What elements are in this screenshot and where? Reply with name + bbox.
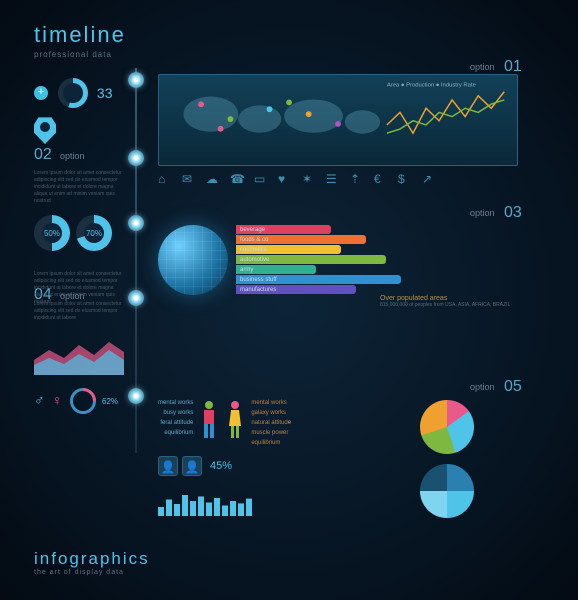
overpopulated-label: Over populated areas 815,000,000 of peop… (380, 295, 510, 308)
person-labels-right: mental worksgalaxy worksnatural attitude… (251, 400, 291, 446)
pin-icon (34, 116, 56, 144)
overpop-sub: 815,000,000 of peoples from USA, ASIA, A… (380, 302, 510, 308)
title: timeline (34, 22, 126, 48)
gauge-icon (58, 78, 88, 108)
ui-icon[interactable]: $ (398, 172, 412, 186)
ui-icon[interactable]: ↗ (422, 172, 436, 186)
footer-subtitle: the art of display data (34, 569, 150, 576)
footer: infographics the art of display data (34, 549, 150, 576)
pie-chart-2 (420, 464, 474, 518)
svg-text:Area ● Production ● Industry R: Area ● Production ● Industry Rate (387, 83, 476, 89)
hbar-chart: beveragefoods & cocosmeticsautomotivearm… (236, 225, 401, 295)
gauge-value: 33 (97, 85, 113, 101)
timeline-node (128, 150, 144, 166)
world-panel: Area ● Production ● Industry Rate (158, 74, 518, 166)
ui-icon[interactable]: ▭ (254, 172, 268, 186)
lorem-text-4: Lorem ipsum dolor sit amet consectetur a… (34, 301, 124, 322)
hbar: foods & co (236, 235, 366, 244)
donut-chart (34, 215, 70, 251)
lorem-text: Lorem ipsum dolor sit amet consectetur a… (34, 170, 124, 205)
ui-icon[interactable]: € (374, 172, 388, 186)
gender-stats: ♂ ♀ 62% (34, 388, 124, 414)
option-label-5: option (470, 382, 495, 392)
timeline-node (128, 388, 144, 404)
subtitle: professional data (34, 50, 126, 59)
world-line-chart: Area ● Production ● Industry Rate (159, 75, 517, 165)
overpop-title: Over populated areas (380, 295, 510, 302)
donut-row (34, 215, 124, 251)
header: timeline professional data (34, 22, 126, 59)
pie-chart-1 (420, 400, 474, 454)
ui-icon[interactable]: ☎ (230, 172, 244, 186)
section-1: + 33 (34, 78, 124, 144)
mini-bar-chart (158, 486, 258, 516)
option-num-5: 05 (504, 378, 522, 396)
people-compare: mental worksbusy worksferal attitudeequi… (158, 400, 538, 446)
person-female-icon (225, 400, 245, 440)
section-4: Lorem ipsum dolor sit amet consectetur a… (34, 285, 124, 414)
hbar: business stuff (236, 275, 401, 284)
hbar: automotive (236, 255, 386, 264)
female-pct: 62% (102, 397, 118, 406)
female-icon: ♀ (52, 392, 64, 410)
timeline-node (128, 290, 144, 306)
icon-row: ⌂ ✉ ☁ ☎ ▭ ♥ ✶ ☰ ⇡ € $ ↗ (158, 172, 436, 186)
male-icon: ♂ (34, 392, 46, 410)
person-male-icon (199, 400, 219, 440)
ui-icon[interactable]: ✉ (182, 172, 196, 186)
pie-charts (420, 400, 474, 528)
hbar: beverage (236, 225, 331, 234)
donut-chart (76, 215, 112, 251)
hbar: manufactures (236, 285, 356, 294)
avatar-pct: 45% (210, 460, 232, 472)
ui-icon[interactable]: ☁ (206, 172, 220, 186)
avatar-row: 👤 👤 45% (158, 456, 538, 476)
section-5: mental worksbusy worksferal attitudeequi… (158, 400, 538, 521)
option-label-1: option (470, 62, 495, 72)
avatar-icon: 👤 (182, 456, 202, 476)
footer-title: infographics (34, 549, 150, 569)
ratio-ring (70, 388, 96, 414)
avatar-icon: 👤 (158, 456, 178, 476)
option-label-3: option (470, 208, 495, 218)
ui-icon[interactable]: ⌂ (158, 172, 172, 186)
section-3: beveragefoods & cocosmeticsautomotivearm… (158, 225, 538, 295)
plus-icon[interactable]: + (34, 86, 48, 100)
option-num-3: 03 (504, 204, 522, 222)
section-2: Lorem ipsum dolor sit amet consectetur a… (34, 150, 124, 306)
timeline-node (128, 72, 144, 88)
ui-icon[interactable]: ⇡ (350, 172, 364, 186)
ui-icon[interactable]: ✶ (302, 172, 316, 186)
hbar: cosmetics (236, 245, 341, 254)
area-chart (34, 330, 124, 375)
hbar: army (236, 265, 316, 274)
ui-icon[interactable]: ☰ (326, 172, 340, 186)
timeline-node (128, 215, 144, 231)
person-labels-left: mental worksbusy worksferal attitudeequi… (158, 400, 193, 436)
globe-icon (158, 225, 228, 295)
ui-icon[interactable]: ♥ (278, 172, 292, 186)
